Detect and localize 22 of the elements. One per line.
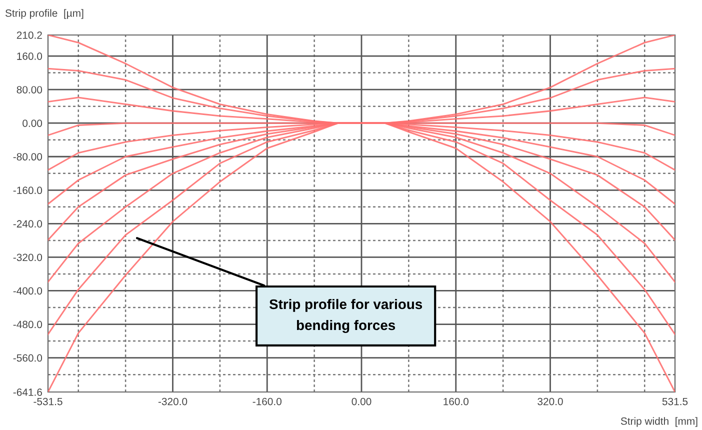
y-tick-label: -641.6 [13, 388, 42, 396]
y-tick-label: -160.0 [13, 186, 42, 194]
x-tick-label: -160.0 [252, 398, 282, 406]
x-tick-label: -531.5 [34, 398, 62, 406]
y-tick-label: -240.0 [13, 220, 42, 228]
x-tick-label: -320.0 [158, 398, 188, 406]
x-tick-label: 0.00 [352, 398, 372, 406]
x-tick-label: 320.0 [538, 398, 563, 406]
y-tick-label: -560.0 [13, 354, 42, 362]
y-tick-label: 80.00 [16, 86, 42, 94]
y-tick-label: -320.0 [13, 254, 42, 262]
y-tick-label: -80.00 [13, 153, 42, 161]
y-tick-label: -400.0 [13, 287, 42, 295]
x-tick-label: 531.5 [662, 398, 688, 406]
y-axis-title: Strip profile [µm] [5, 9, 84, 19]
x-tick-label: 160.0 [444, 398, 468, 406]
y-tick-label: 210.2 [16, 32, 42, 39]
y-tick-label: 0.00 [22, 120, 42, 127]
y-tick-label: 160.0 [17, 52, 42, 60]
y-tick-label: -480.0 [13, 320, 42, 328]
annotation: Strip profile for various bending forces [269, 298, 422, 333]
x-axis-title: Strip width [mm] [620, 417, 698, 427]
